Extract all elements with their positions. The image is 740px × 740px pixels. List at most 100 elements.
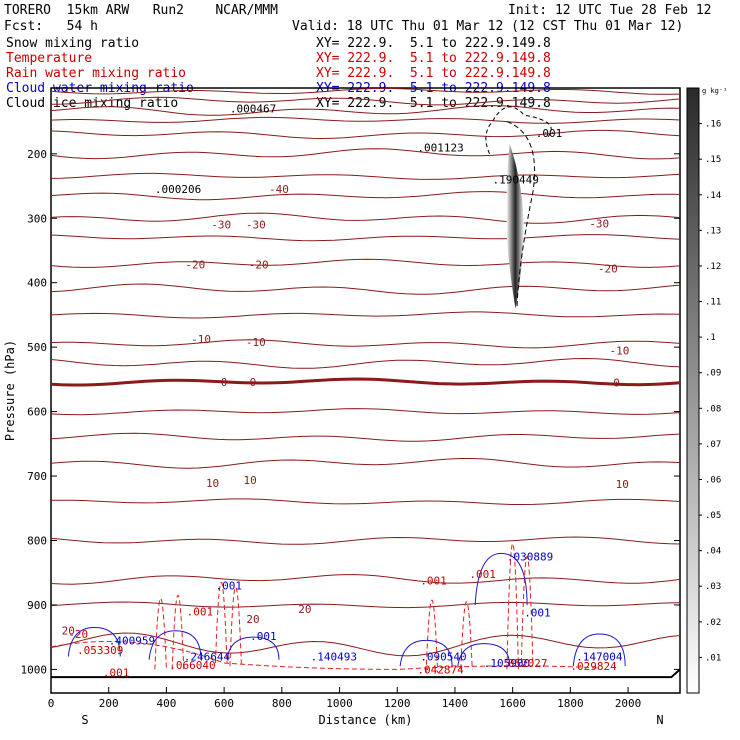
temperature-label: -10 [191,333,211,346]
isotherm-line [50,498,681,505]
isotherm-line [50,339,681,349]
isotherm-line [50,357,681,369]
max-value-label: .001123 [417,141,463,154]
x-tick-label: 0 [48,697,55,710]
y-axis-label: Pressure (hPa) [3,340,17,441]
x-tick-label: 600 [214,697,234,710]
cloud-ice-contour [506,121,536,309]
temperature-label: 20 [298,603,311,616]
x-tick-label: 2000 [615,697,642,710]
snow-plume [506,144,525,309]
isotherm-line [50,574,681,585]
isotherm-line [50,601,681,609]
y-tick-label: 600 [27,406,47,419]
max-value-label: .042874 [417,663,464,676]
isotherm-line [50,96,681,106]
rain-contour [229,587,242,667]
isotherm-line [50,536,681,545]
x-end-right: N [656,713,663,727]
forecast-hour: Fcst: 54 h [4,19,98,34]
max-value-label: .001 [469,568,496,581]
isotherm-line [50,408,681,416]
y-tick-label: 300 [27,212,47,225]
rain-contour [520,556,534,663]
colorbar-tick-label: .01 [705,653,721,663]
colorbar [686,87,700,694]
plot-frame [50,87,681,694]
x-tick-label: 400 [156,697,176,710]
legend-label: Rain water mixing ratio [6,66,187,81]
legend-xy: XY= 222.9. 5.1 to 222.9.149.8 [316,66,551,81]
temperature-label: 0 [613,377,620,390]
legend-xy: XY= 222.9. 5.1 to 222.9.149.8 [316,51,551,66]
y-tick-label: 400 [27,277,47,290]
max-value-label: .190449 [492,174,538,187]
colorbar-tick-label: .06 [705,475,721,485]
x-tick-label: 800 [272,697,292,710]
colorbar-tick-label: .02 [705,618,721,628]
x-tick-label: 1000 [326,697,353,710]
max-value-label: .001 [215,580,242,593]
model-title: TORERO 15km ARW Run2 NCAR/MMM [4,3,278,18]
colorbar-tick-label: .12 [705,262,721,272]
isotherm-line [50,105,681,116]
isotherm-line [50,116,681,124]
isotherm-line [50,87,681,95]
cloud-water-contour [226,636,280,660]
max-value-label: .001 [250,630,277,643]
x-tick-label: 1200 [384,697,411,710]
max-value-label: .001 [524,607,551,620]
rain-contour [214,582,228,663]
valid-time: Valid: 18 UTC Thu 01 Mar 12 (12 CST Thu … [292,19,684,34]
cloud-ice-contour [485,106,552,155]
max-value-label: .001 [536,127,563,140]
cloud-water-contour [148,630,202,660]
temperature-label: 0 [221,376,228,389]
colorbar-tick-label: .11 [705,298,721,308]
isotherm-line [50,632,681,657]
temperature-label: -20 [598,263,618,276]
isotherm-line [50,283,681,295]
max-value-label: .147004 [576,651,623,664]
rain-contour [50,640,600,670]
temperature-label: -40 [269,183,289,196]
temperature-label: 0 [250,376,257,389]
colorbar-tick-label: .07 [705,440,721,450]
surface-line [51,668,681,679]
temperature-label: -30 [211,219,231,232]
rain-contour [154,598,167,670]
max-value-label: .000467 [230,103,276,116]
isotherm-line [50,258,681,268]
colorbar-tick-label: .05 [705,511,721,521]
rain-contour [460,601,473,670]
y-tick-label: 200 [27,148,47,161]
freezing-line [50,377,681,387]
temperature-label: 20 [62,625,75,638]
colorbar-tick-label: .15 [705,155,721,165]
x-tick-label: 1400 [442,697,469,710]
cloud-water-contour [399,639,453,667]
isotherm-line [50,129,681,140]
x-tick-label: 1600 [499,697,526,710]
temperature-label: 10 [206,477,219,490]
colorbar-unit: g kg⁻¹ [702,87,727,95]
x-axis-label: Distance (km) [319,713,413,727]
y-tick-label: 900 [27,599,47,612]
isotherm-line [50,311,681,319]
temperature-label: -30 [246,219,266,232]
x-tick-label: 200 [99,697,119,710]
init-time: Init: 12 UTC Tue 28 Feb 12 [508,3,712,18]
cloud-water-contour [572,633,626,667]
x-end-left: S [81,713,88,727]
temperature-label: -20 [249,259,269,272]
max-value-label: .090540 [420,651,466,664]
colorbar-tick-label: .16 [705,120,721,130]
max-value-label: .053309 [77,644,123,657]
temperature-label: 10 [616,478,629,491]
x-tick-label: 1800 [557,697,584,710]
temperature-label: 20 [246,613,259,626]
colorbar-tick-label: .14 [705,191,721,201]
y-tick-label: 500 [27,341,47,354]
legend-label: Temperature [6,51,93,66]
